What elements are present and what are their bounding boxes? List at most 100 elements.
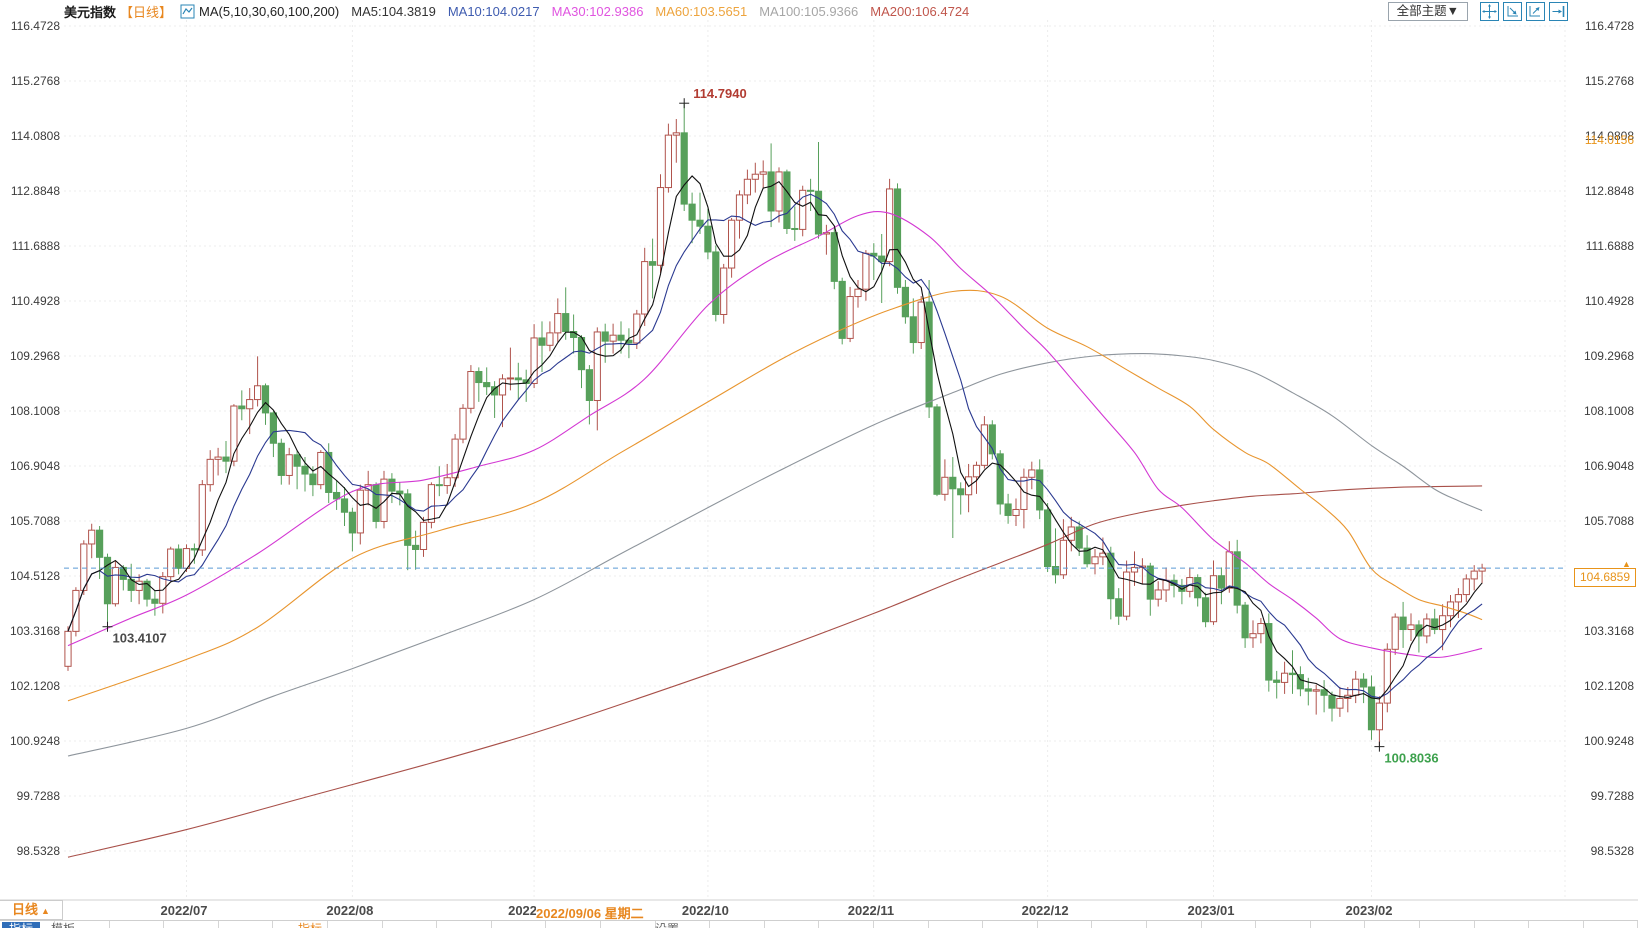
x-axis-label: 2022/08 <box>326 903 374 918</box>
ma-value-label: MA30:102.9386 <box>551 3 644 19</box>
ma-params-label: MA(5,10,30,60,100,200) <box>199 3 340 19</box>
candle-body <box>1123 571 1131 617</box>
selected-date-label: 2022/09/06 星期二 <box>536 903 650 922</box>
candle-body <box>759 171 767 175</box>
y-axis-label: 103.3168 <box>9 624 60 639</box>
x-axis-label: 2023/02 <box>1345 903 1393 918</box>
strip-separator <box>1255 921 1256 928</box>
jump-to-latest-icon[interactable] <box>1549 2 1568 21</box>
y-axis-label: 108.1008 <box>1583 404 1634 419</box>
candle-body <box>1036 469 1044 511</box>
candle-body <box>269 412 277 444</box>
y-axis-label: 106.9048 <box>9 459 60 474</box>
candle-body <box>230 405 238 462</box>
candle-body <box>246 399 254 410</box>
candle-body <box>1257 623 1265 635</box>
y-axis-label: 102.1208 <box>9 679 60 694</box>
candle-body <box>1312 689 1320 692</box>
candle-body <box>451 438 459 479</box>
y-axis-label: 99.7288 <box>16 789 60 804</box>
candle-body <box>601 331 609 342</box>
candle-body <box>664 134 672 189</box>
y-axis-label: 111.6888 <box>11 239 60 254</box>
strip-separator <box>1419 921 1420 928</box>
ma30-line <box>67 210 1483 658</box>
candle-body <box>878 255 886 263</box>
candle-body <box>135 580 143 591</box>
period-tab-label: 日线 <box>12 902 39 917</box>
candle-body <box>957 488 965 496</box>
bottom-tab-active[interactable]: 指标 <box>2 922 40 928</box>
candle-body <box>198 484 206 551</box>
candle-body <box>1431 618 1439 631</box>
bottom-tab-plain[interactable]: 模板 <box>44 922 82 928</box>
candle-body <box>119 566 127 580</box>
candle-body <box>838 280 846 339</box>
candle-body <box>996 453 1004 505</box>
strip-separator <box>600 921 601 928</box>
strip-separator <box>873 921 874 928</box>
candle-body <box>649 261 657 266</box>
candle-body <box>617 334 625 341</box>
candle-body <box>340 498 349 513</box>
bottom-tab-orange[interactable]: 指标 <box>288 922 332 928</box>
candle-body <box>1004 503 1012 516</box>
strip-separator <box>1201 921 1202 928</box>
candle-body <box>1059 539 1068 576</box>
theme-selector-button[interactable]: 全部主题▼ <box>1387 2 1468 21</box>
period-tab-daily[interactable]: 日线 ▲ <box>0 900 63 920</box>
bottom-tab-plain[interactable]: 设置 <box>645 922 689 928</box>
candle-body <box>791 227 799 230</box>
ma200-line <box>67 485 1483 858</box>
candle-body <box>807 189 815 192</box>
candle-body <box>633 313 641 344</box>
strip-separator <box>928 921 929 928</box>
y-axis-label: 110.4928 <box>10 294 60 309</box>
x-axis-label: 2022/11 <box>847 903 895 918</box>
y-axis-label: 115.2768 <box>10 74 60 88</box>
candle-body <box>1470 570 1478 580</box>
candle-body <box>309 473 317 486</box>
ma-settings-icon[interactable] <box>180 4 195 19</box>
candle-body <box>909 316 917 344</box>
strip-separator <box>1091 921 1092 928</box>
y-axis-label: 109.2968 <box>1583 349 1634 364</box>
candle-body <box>1028 469 1036 478</box>
x-axis-label: 2022/07 <box>160 903 208 918</box>
compress-left-icon[interactable] <box>1503 2 1522 21</box>
candle-body <box>348 511 356 534</box>
candle-body <box>1478 567 1486 572</box>
y-axis-label: 115.2768 <box>1584 74 1634 88</box>
candle-body <box>167 548 175 578</box>
candle-body <box>933 406 941 495</box>
pan-icon[interactable] <box>1480 2 1499 21</box>
candle-body <box>514 377 522 381</box>
alert-price-label: 114.0156 <box>1584 133 1634 147</box>
compress-right-icon[interactable] <box>1526 2 1545 21</box>
ma-value-label: MA5:104.3819 <box>351 3 436 19</box>
candle-body <box>1115 598 1123 617</box>
candle-body <box>562 313 570 333</box>
strip-separator <box>218 921 219 928</box>
current-price-label: 104.6859 <box>1574 568 1636 588</box>
strip-separator <box>1037 921 1038 928</box>
bottom-tab-strip[interactable]: 指标模板指标设置 <box>0 920 1638 928</box>
ma-value-label: MA200:106.4724 <box>870 3 970 19</box>
strip-separator <box>655 921 656 928</box>
candle-body <box>1304 688 1312 692</box>
candle-body <box>1383 648 1391 704</box>
strip-separator <box>764 921 765 928</box>
candle-body <box>577 336 586 371</box>
price-annotation: 103.4107 <box>113 631 167 646</box>
candle-body <box>1367 686 1376 731</box>
candle-body <box>862 252 870 290</box>
strip-separator <box>818 921 819 928</box>
candle-body <box>941 476 949 495</box>
candle-body <box>475 371 483 384</box>
candle-body <box>775 171 783 212</box>
candle-body <box>372 484 380 522</box>
ma-value-label: MA60:103.5651 <box>655 3 748 19</box>
strip-separator <box>54 921 55 928</box>
